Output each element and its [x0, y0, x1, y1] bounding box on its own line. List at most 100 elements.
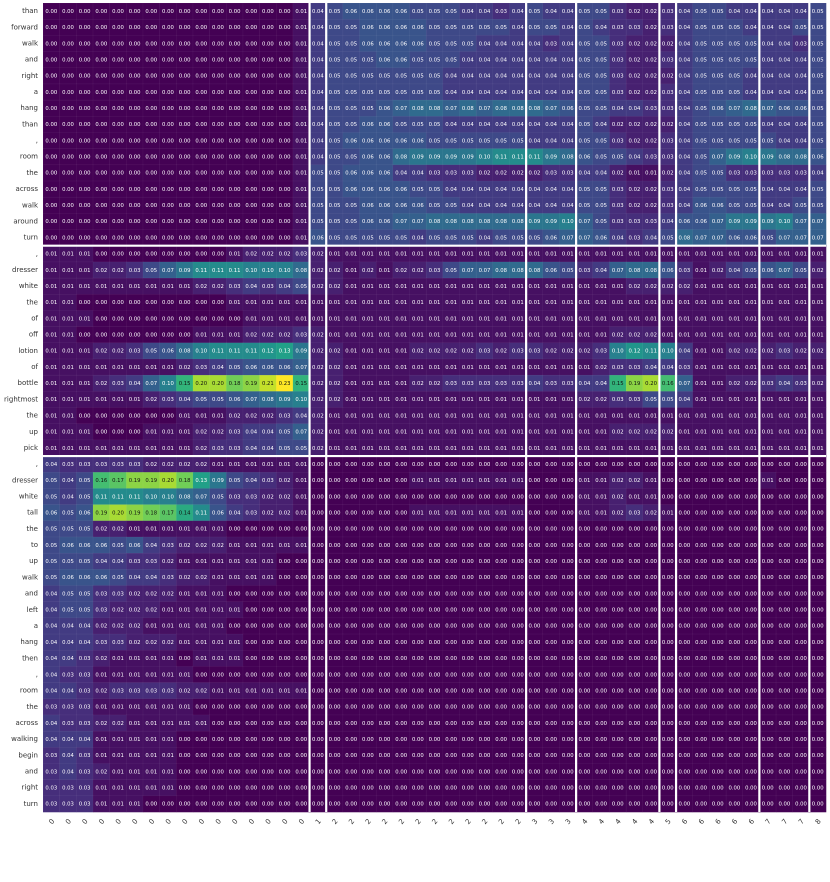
cell-label: 0.05: [329, 106, 341, 112]
cell-label: 0.00: [612, 462, 624, 468]
cell-label: 0.00: [812, 802, 824, 808]
cell-label: 0.00: [379, 705, 391, 711]
cell-label: 0.00: [145, 155, 157, 161]
cell-label: 0.02: [629, 203, 641, 209]
cell-label: 0.04: [678, 155, 690, 161]
cell-label: 0.00: [179, 737, 191, 743]
cell-label: 0.04: [745, 90, 757, 96]
cell-label: 0.00: [45, 41, 57, 47]
cell-label: 0.00: [245, 705, 257, 711]
cell-label: 0.02: [629, 90, 641, 96]
cell-label: 0.02: [645, 122, 657, 128]
cell-label: 0.03: [95, 462, 107, 468]
cell-label: 0.00: [712, 786, 724, 792]
cell-label: 0.00: [678, 721, 690, 727]
cell-label: 0.04: [62, 769, 74, 775]
cell-label: 0.01: [695, 381, 707, 387]
row-label: pick: [24, 444, 39, 452]
cell-label: 0.00: [812, 656, 824, 662]
cell-label: 0.00: [129, 155, 141, 161]
cell-label: 0.11: [495, 155, 507, 161]
cell-label: 0.04: [45, 624, 57, 630]
cell-label: 0.05: [728, 138, 740, 144]
cell-label: 0.00: [429, 672, 441, 678]
cell-label: 0.01: [295, 203, 307, 209]
cell-label: 0.00: [612, 737, 624, 743]
cell-label: 0.03: [462, 381, 474, 387]
cell-label: 0.03: [629, 219, 641, 225]
cell-label: 0.01: [512, 397, 524, 403]
cell-label: 0.00: [312, 672, 324, 678]
cell-label: 0.00: [295, 705, 307, 711]
cell-label: 0.03: [612, 365, 624, 371]
column-label: 7: [780, 817, 789, 826]
cell-label: 0.00: [262, 737, 274, 743]
cell-label: 0.00: [462, 462, 474, 468]
cell-label: 0.00: [212, 122, 224, 128]
cell-label: 0.00: [545, 559, 557, 565]
cell-label: 0.06: [778, 106, 790, 112]
cell-label: 0.04: [795, 122, 807, 128]
cell-label: 0.00: [429, 737, 441, 743]
cell-label: 0.04: [678, 74, 690, 80]
cell-label: 0.00: [145, 41, 157, 47]
cell-label: 0.00: [579, 705, 591, 711]
cell-label: 0.02: [645, 332, 657, 338]
cell-label: 0.00: [212, 57, 224, 63]
cell-label: 0.00: [662, 672, 674, 678]
cell-label: 0.00: [745, 640, 757, 646]
cell-label: 0.00: [545, 462, 557, 468]
cell-label: 0.04: [678, 203, 690, 209]
cell-label: 0.00: [579, 462, 591, 468]
cell-label: 0.02: [645, 90, 657, 96]
cell-label: 0.08: [429, 219, 441, 225]
cell-label: 0.05: [329, 203, 341, 209]
cell-label: 0.00: [629, 721, 641, 727]
cell-label: 0.02: [312, 446, 324, 452]
cell-label: 0.00: [379, 624, 391, 630]
cell-label: 0.00: [162, 203, 174, 209]
cell-label: 0.05: [695, 171, 707, 177]
cell-label: 0.03: [579, 268, 591, 274]
cell-label: 0.00: [562, 802, 574, 808]
cell-label: 0.01: [145, 656, 157, 662]
cell-label: 0.00: [579, 591, 591, 597]
cell-label: 0.00: [479, 737, 491, 743]
cell-label: 0.00: [379, 688, 391, 694]
cell-label: 0.00: [145, 138, 157, 144]
cell-label: 0.01: [45, 316, 57, 322]
cell-label: 0.01: [212, 656, 224, 662]
cell-label: 0.00: [62, 155, 74, 161]
cell-label: 0.01: [295, 219, 307, 225]
cell-label: 0.01: [529, 446, 541, 452]
cell-label: 0.00: [645, 688, 657, 694]
cell-label: 0.00: [45, 187, 57, 193]
cell-label: 0.01: [795, 300, 807, 306]
cell-label: 0.01: [129, 705, 141, 711]
cell-label: 0.00: [112, 122, 124, 128]
cell-label: 0.00: [379, 721, 391, 727]
cell-label: 0.10: [562, 219, 574, 225]
cell-label: 0.04: [512, 25, 524, 31]
cell-label: 0.05: [595, 219, 607, 225]
cell-label: 0.08: [512, 106, 524, 112]
cell-label: 0.03: [229, 430, 241, 436]
cell-label: 0.00: [612, 705, 624, 711]
column-label: 4: [597, 817, 606, 826]
cell-label: 0.01: [695, 397, 707, 403]
cell-label: 0.00: [745, 753, 757, 759]
cell-label: 0.00: [579, 769, 591, 775]
cell-label: 0.04: [678, 122, 690, 128]
cell-label: 0.00: [295, 769, 307, 775]
cell-label: 0.00: [162, 74, 174, 80]
cell-label: 0.00: [95, 74, 107, 80]
cell-label: 0.05: [362, 106, 374, 112]
cell-label: 0.00: [529, 543, 541, 549]
cell-label: 0.00: [445, 624, 457, 630]
cell-label: 0.00: [329, 543, 341, 549]
cell-label: 0.00: [229, 106, 241, 112]
cell-label: 0.00: [195, 672, 207, 678]
cell-label: 0.01: [195, 413, 207, 419]
cell-label: 0.00: [95, 203, 107, 209]
cell-label: 0.00: [762, 769, 774, 775]
